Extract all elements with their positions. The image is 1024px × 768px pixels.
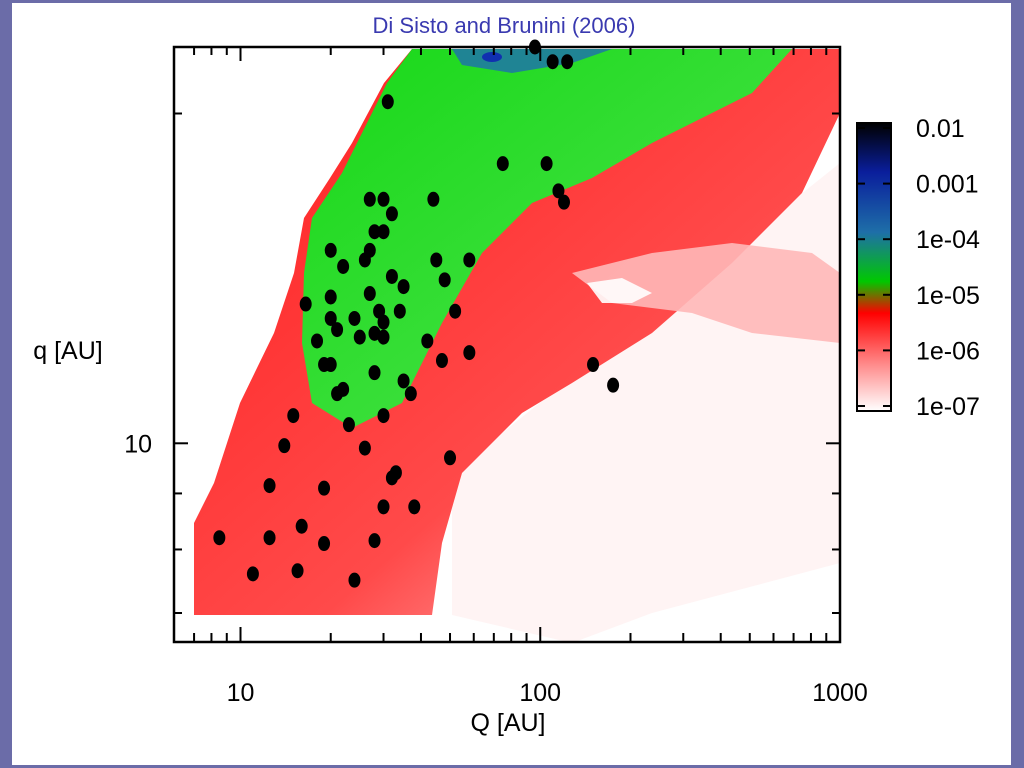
scatter-point <box>444 450 457 466</box>
density-green-region <box>302 49 792 428</box>
scatter-point <box>337 259 350 275</box>
colorbar-ticks <box>857 127 891 407</box>
y-axis-ticks <box>174 112 840 615</box>
scatter-point <box>528 39 541 55</box>
scatter-point <box>353 329 366 345</box>
x-tick-label: 100 <box>519 679 561 707</box>
scatter-point <box>397 279 410 295</box>
scatter-point <box>263 530 276 546</box>
scatter-point <box>213 530 226 546</box>
scatter-point <box>385 206 398 222</box>
scatter-point <box>408 499 421 515</box>
heatmap-chart: Di Sisto and Brunini (2006) 10 100 1000 10… <box>33 13 980 737</box>
scatter-point <box>397 373 410 389</box>
scatter-point <box>318 480 331 496</box>
scatter-point <box>404 386 417 402</box>
x-axis-ticks <box>173 47 841 641</box>
scatter-point <box>377 224 390 240</box>
scatter-point <box>342 417 355 433</box>
scatter-point <box>246 566 259 582</box>
scatter-point <box>377 499 390 515</box>
scatter-point <box>393 303 406 319</box>
scatter-point <box>552 183 565 199</box>
scatter-point <box>385 268 398 284</box>
scatter-point <box>278 438 291 454</box>
colorbar-labels: 0.01 0.001 1e-04 1e-05 1e-06 1e-07 <box>916 115 980 421</box>
scatter-point <box>430 252 443 268</box>
scatter-point <box>587 357 600 373</box>
x-tick-label: 1000 <box>812 679 868 707</box>
density-light-red-region <box>572 243 840 343</box>
scatter-point <box>421 333 434 349</box>
scatter-point <box>324 242 337 258</box>
scatter-point <box>348 310 361 326</box>
colorbar-gradient <box>856 122 892 412</box>
slide-title: Di Sisto and Brunini (2006) <box>373 13 636 38</box>
colorbar-label: 0.001 <box>916 171 979 199</box>
scatter-point <box>324 310 337 326</box>
x-axis-label: Q [AU] <box>470 709 545 737</box>
scatter-point <box>348 572 361 588</box>
scatter-point <box>377 329 390 345</box>
scatter-point <box>299 296 312 312</box>
y-tick-label: 10 <box>124 430 152 458</box>
scatter-point <box>368 224 381 240</box>
x-axis-tick-labels: 10 100 1000 <box>227 679 868 707</box>
scatter-point <box>561 54 574 70</box>
x-tick-label: 10 <box>227 679 255 707</box>
scatter-point <box>540 156 553 172</box>
scatter-point <box>363 191 376 207</box>
slide: Di Sisto and Brunini (2006) 10 100 1000 10… <box>12 3 1011 765</box>
scatter-point <box>363 286 376 302</box>
scatter-point <box>331 386 344 402</box>
scatter-point <box>291 563 304 579</box>
scatter-series <box>213 39 620 588</box>
scatter-point <box>496 156 509 172</box>
scatter-point <box>463 252 476 268</box>
scatter-point <box>295 518 308 534</box>
scatter-point <box>318 357 331 373</box>
scatter-point <box>557 194 570 210</box>
scatter-point <box>607 377 620 393</box>
scatter-point <box>358 440 371 456</box>
scatter-point <box>449 303 462 319</box>
density-heatmap <box>194 49 840 641</box>
scatter-point <box>331 322 344 338</box>
scatter-point <box>463 345 476 361</box>
y-axis-label: q [AU] <box>33 337 102 365</box>
scatter-point <box>368 365 381 381</box>
colorbar-label: 1e-07 <box>916 393 980 421</box>
scatter-point <box>385 470 398 486</box>
scatter-point <box>427 191 440 207</box>
scatter-point <box>377 408 390 424</box>
scatter-point <box>311 333 324 349</box>
colorbar-label: 1e-05 <box>916 282 980 310</box>
scatter-point <box>377 314 390 330</box>
colorbar-label: 1e-06 <box>916 337 980 365</box>
scatter-point <box>263 478 276 494</box>
scatter-point <box>377 191 390 207</box>
scatter-point <box>287 408 300 424</box>
density-blue-core <box>482 52 502 62</box>
scatter-point <box>381 94 394 110</box>
scatter-point <box>368 533 381 549</box>
colorbar: 0.01 0.001 1e-04 1e-05 1e-06 1e-07 <box>856 115 980 421</box>
scatter-point <box>546 54 559 70</box>
scatter-point <box>318 536 331 552</box>
colorbar-label: 0.01 <box>916 115 965 143</box>
scatter-point <box>324 289 337 305</box>
scatter-point <box>358 252 371 268</box>
plot-frame <box>172 45 842 644</box>
density-white-patch <box>587 278 652 303</box>
scatter-point <box>438 272 451 288</box>
colorbar-label: 1e-04 <box>916 226 980 254</box>
scatter-point <box>435 353 448 369</box>
y-axis-tick-labels: 10 <box>124 430 152 458</box>
